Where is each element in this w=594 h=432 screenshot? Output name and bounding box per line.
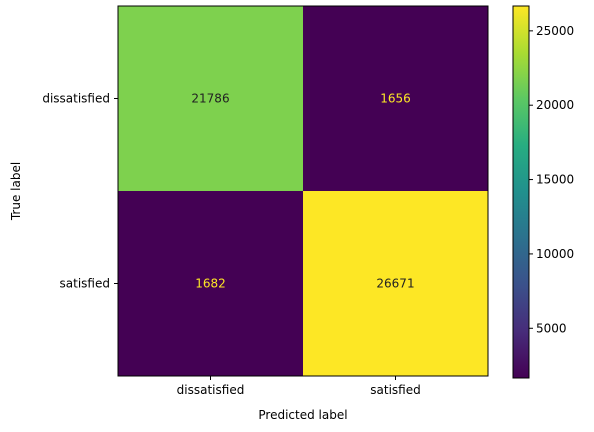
y-tick-label: dissatisfied [42,92,110,106]
colorbar-tick-label: 20000 [536,98,574,112]
matrix-cell [118,6,303,191]
colorbar-tick-label: 15000 [536,173,574,187]
x-axis-ticks: dissatisfied satisfied [177,376,421,397]
y-axis-label: True label [9,162,23,221]
cell-value-label: 1682 [195,277,226,291]
x-axis-label: Predicted label [258,408,347,422]
cell-value-labels: 21786 1656 1682 26671 [191,92,414,291]
colorbar-ticks: 5000 10000 15000 20000 25000 [529,24,574,335]
colorbar-tick-label: 10000 [536,247,574,261]
matrix-cell [303,6,488,191]
x-tick-label: satisfied [370,383,420,397]
colorbar-tick-label: 25000 [536,24,574,38]
matrix-frame [117,5,489,377]
y-tick-label: satisfied [60,277,110,291]
colorbar-tick-label: 5000 [536,321,567,335]
cell-value-label: 26671 [376,277,414,291]
y-axis-ticks: dissatisfied satisfied [42,92,118,291]
cell-value-label: 1656 [380,92,411,106]
matrix-cell [303,191,488,376]
matrix-cells [118,6,488,376]
matrix-cell [118,191,303,376]
colorbar [512,5,530,379]
cell-value-label: 21786 [191,92,229,106]
x-tick-label: dissatisfied [177,383,245,397]
